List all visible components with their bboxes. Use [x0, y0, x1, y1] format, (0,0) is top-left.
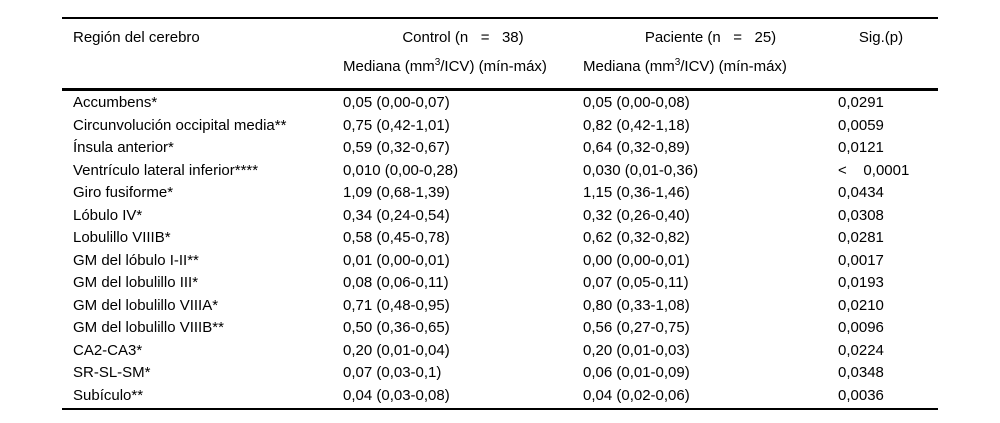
column-header-control-group: Control (n = 38) [402, 29, 524, 46]
region-cell: SR-SL-SM* [73, 364, 151, 381]
sig-value-cell: 0,0059 [838, 116, 884, 134]
control-value-cell: 0,50 (0,36-0,65) [343, 319, 450, 336]
statistics-table: Región del cerebro Control (n = 38) Paci… [62, 17, 938, 410]
control-value-cell: 0,58 (0,45-0,78) [343, 229, 450, 246]
region-cell: Accumbens* [73, 94, 158, 111]
region-cell: GM del lóbulo I-II** [73, 251, 199, 269]
table-row: GM del lobulillo III* 0,08 (0,06-0,11) 0… [62, 272, 938, 295]
control-value-cell: 0,010 (0,00-0,28) [343, 161, 459, 179]
region-cell: GM del lobulillo VIIIA* [73, 296, 219, 314]
control-value-cell: 0,08 (0,06-0,11) [343, 274, 449, 291]
column-header-patient-group: Paciente (n = 25) [644, 29, 777, 46]
table-row: GM del lóbulo I-II** 0,01 (0,00-0,01) 0,… [62, 250, 938, 273]
region-cell: Ínsula anterior* [73, 139, 174, 156]
patient-value-cell: 0,030 (0,01-0,36) [583, 161, 699, 179]
table-header-rule [62, 88, 938, 91]
control-value-cell: 0,71 (0,48-0,95) [343, 296, 450, 314]
sig-value-cell: 0,0281 [838, 229, 884, 246]
table-row: Ínsula anterior* 0,59 (0,32-0,67) 0,64 (… [62, 137, 938, 160]
measure-label-prefix: Mediana (mm [583, 58, 675, 75]
sig-value-cell: 0,0036 [838, 386, 884, 404]
measure-label-prefix: Mediana (mm [343, 58, 435, 75]
patient-value-cell: 0,32 (0,26-0,40) [583, 206, 690, 224]
table-header: Región del cerebro Control (n = 38) Paci… [62, 19, 938, 88]
control-value-cell: 0,59 (0,32-0,67) [343, 139, 450, 156]
measure-label-suffix: /ICV) (mín-máx) [680, 58, 787, 75]
patient-value-cell: 0,82 (0,42-1,18) [583, 116, 690, 134]
column-header-sig: Sig.(p) [858, 29, 904, 46]
table-header-row-measure: Mediana (mm3/ICV) (mín-máx) Mediana (mm3… [62, 57, 938, 88]
patient-value-cell: 0,20 (0,01-0,03) [583, 341, 690, 359]
patient-value-cell: 0,06 (0,01-0,09) [583, 364, 690, 381]
patient-value-cell: 0,00 (0,00-0,01) [583, 251, 690, 269]
control-value-cell: 0,34 (0,24-0,54) [343, 206, 450, 224]
sig-value-cell: 0,0291 [838, 94, 884, 111]
region-cell: GM del lobulillo VIIIB** [73, 319, 224, 336]
patient-value-cell: 0,04 (0,02-0,06) [583, 386, 690, 404]
column-subheader-patient-measure: Mediana (mm3/ICV) (mín-máx) [583, 57, 838, 77]
table-row: SR-SL-SM* 0,07 (0,03-0,1) 0,06 (0,01-0,0… [62, 362, 938, 385]
control-value-cell: 0,04 (0,03-0,08) [343, 386, 450, 404]
table-body: Accumbens* 0,05 (0,00-0,07) 0,05 (0,00-0… [62, 91, 938, 408]
table-row: Accumbens* 0,05 (0,00-0,07) 0,05 (0,00-0… [62, 92, 938, 115]
patient-value-cell: 1,15 (0,36-1,46) [583, 184, 690, 201]
patient-value-cell: 0,64 (0,32-0,89) [583, 139, 690, 156]
region-cell: Circunvolución occipital media** [73, 116, 287, 134]
sig-value-cell: 0,0308 [838, 206, 884, 224]
patient-value-cell: 0,05 (0,00-0,08) [583, 94, 690, 111]
sig-value-cell: 0,0210 [838, 296, 884, 314]
control-value-cell: 0,05 (0,00-0,07) [343, 94, 450, 111]
table-row: CA2-CA3* 0,20 (0,01-0,04) 0,20 (0,01-0,0… [62, 340, 938, 363]
control-value-cell: 0,07 (0,03-0,1) [343, 364, 442, 381]
region-cell: GM del lobulillo III* [73, 274, 199, 291]
patient-value-cell: 0,07 (0,05-0,11) [583, 274, 689, 291]
region-cell: Lóbulo IV* [73, 206, 143, 224]
region-cell: Ventrículo lateral inferior**** [73, 161, 259, 179]
region-cell: Giro fusiforme* [73, 184, 174, 201]
control-value-cell: 1,09 (0,68-1,39) [343, 184, 450, 201]
table-row: Subículo** 0,04 (0,03-0,08) 0,04 (0,02-0… [62, 385, 938, 408]
table-row: Lóbulo IV* 0,34 (0,24-0,54) 0,32 (0,26-0… [62, 205, 938, 228]
sig-value-cell: < 0,0001 [838, 161, 910, 179]
sig-value-cell: 0,0121 [838, 139, 884, 156]
table-top-rule [62, 17, 938, 19]
table-header-row-groups: Región del cerebro Control (n = 38) Paci… [62, 19, 938, 48]
table-row: Lobulillo VIIIB* 0,58 (0,45-0,78) 0,62 (… [62, 227, 938, 250]
patient-value-cell: 0,56 (0,27-0,75) [583, 319, 690, 336]
table-row: Circunvolución occipital media** 0,75 (0… [62, 115, 938, 138]
control-value-cell: 0,01 (0,00-0,01) [343, 251, 450, 269]
control-value-cell: 0,75 (0,42-1,01) [343, 116, 450, 134]
table-row: GM del lobulillo VIIIB** 0,50 (0,36-0,65… [62, 317, 938, 340]
patient-value-cell: 0,80 (0,33-1,08) [583, 296, 690, 314]
sig-value-cell: 0,0434 [838, 184, 884, 201]
sig-value-cell: 0,0224 [838, 341, 884, 359]
sig-value-cell: 0,0096 [838, 319, 884, 336]
measure-label-superscript: 3 [434, 57, 441, 68]
control-value-cell: 0,20 (0,01-0,04) [343, 341, 450, 359]
patient-value-cell: 0,62 (0,32-0,82) [583, 229, 690, 246]
measure-label-suffix: /ICV) (mín-máx) [440, 58, 547, 75]
table-row: Ventrículo lateral inferior**** 0,010 (0… [62, 160, 938, 183]
region-cell: Subículo** [73, 386, 144, 404]
measure-label-superscript: 3 [674, 57, 681, 68]
table-row: Giro fusiforme* 1,09 (0,68-1,39) 1,15 (0… [62, 182, 938, 205]
sig-value-cell: 0,0348 [838, 364, 884, 381]
table-row: GM del lobulillo VIIIA* 0,71 (0,48-0,95)… [62, 295, 938, 318]
column-subheader-control-measure: Mediana (mm3/ICV) (mín-máx) [343, 57, 583, 77]
sig-value-cell: 0,0193 [838, 274, 884, 291]
region-cell: Lobulillo VIIIB* [73, 229, 171, 246]
region-cell: CA2-CA3* [73, 341, 143, 359]
table-bottom-rule [62, 408, 938, 410]
sig-value-cell: 0,0017 [838, 251, 884, 269]
column-header-region: Región del cerebro [73, 29, 200, 46]
